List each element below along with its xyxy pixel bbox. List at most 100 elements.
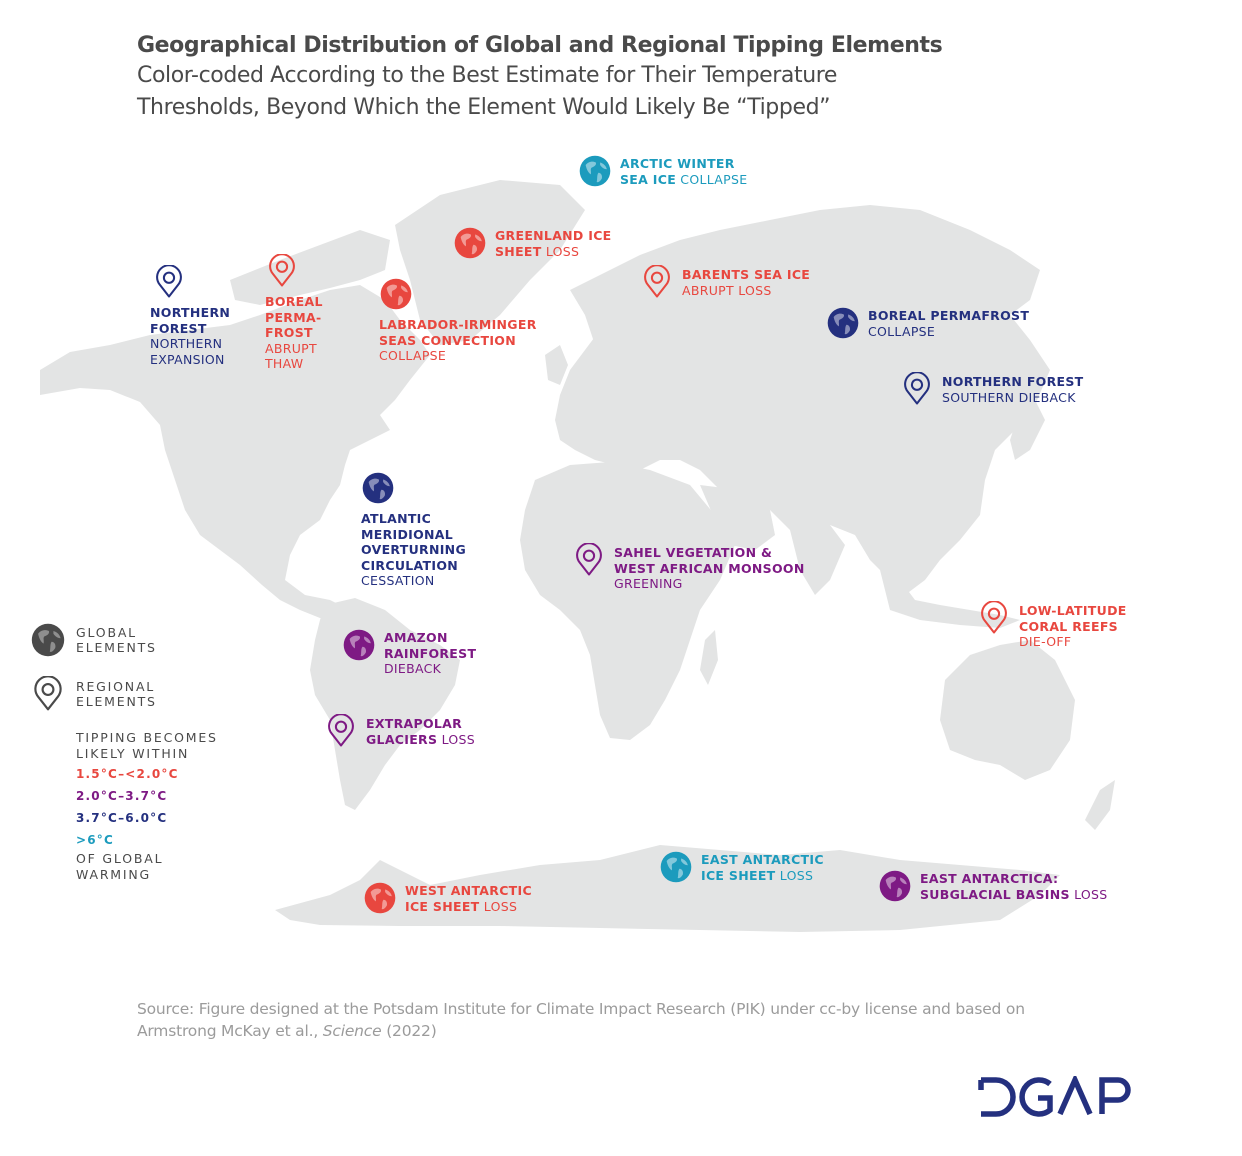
marker-label-line: BARENTS SEA ICE [682, 267, 810, 283]
element-name: FROST [265, 325, 313, 340]
marker-label-line: SHEET LOSS [495, 244, 612, 260]
page-title: Geographical Distribution of Global and … [137, 33, 943, 58]
globe-icon [342, 628, 376, 662]
page-subtitle-line-1: Color-coded According to the Best Estima… [137, 63, 838, 88]
dgap-logo [978, 1073, 1132, 1122]
element-name: EAST ANTARCTICA: [920, 871, 1059, 886]
legend-global: GLOBAL ELEMENTS [30, 622, 250, 658]
element-name: BARENTS SEA ICE [682, 267, 811, 282]
element-name: NORTHERN [150, 305, 231, 320]
element-effect: LOSS [437, 731, 475, 747]
element-name: SHEET [495, 243, 542, 259]
marker-coral-reefs: LOW-LATITUDE CORAL REEFS DIE-OFF [977, 601, 1127, 650]
marker-west-antarctic-ice-sheet: WEST ANTARCTIC ICE SHEET LOSS [363, 881, 532, 915]
marker-label-line: CORAL REEFS [1019, 619, 1127, 635]
element-name: AMAZON [384, 630, 448, 645]
legend-thresholds: TIPPING BECOMES LIKELY WITHIN 1.5°C–<2.0… [76, 730, 250, 882]
map-pin-icon [324, 714, 358, 748]
marker-boreal-permafrost-abrupt: BOREAL PERMA- FROST ABRUPT THAW [265, 254, 323, 372]
marker-label-line: MERIDIONAL [361, 527, 466, 543]
element-effect: ABRUPT LOSS [682, 282, 772, 298]
marker-label: ATLANTIC MERIDIONAL OVERTURNING CIRCULATION… [361, 511, 466, 589]
source-year: (2022) [381, 1022, 437, 1040]
map-pin-icon [640, 265, 674, 299]
marker-label: BARENTS SEA ICE ABRUPT LOSS [682, 267, 810, 298]
marker-label: EAST ANTARCTICA: SUBGLACIAL BASINS LOSS [920, 871, 1108, 902]
marker-label-line: SUBGLACIAL BASINS LOSS [920, 887, 1108, 903]
element-effect: SOUTHERN DIEBACK [942, 389, 1076, 405]
marker-label: NORTHERN FOREST SOUTHERN DIEBACK [942, 374, 1083, 405]
element-name: FOREST [150, 320, 207, 336]
globe-icon [379, 277, 413, 311]
marker-label-line: ICE SHEET LOSS [701, 868, 824, 884]
element-effect: COLLAPSE [868, 323, 936, 339]
legend-range-4: >6°C [76, 833, 115, 847]
legend-regional: REGIONAL ELEMENTS [30, 676, 250, 712]
legend-global-line-2: ELEMENTS [76, 640, 157, 655]
element-name: OVERTURNING [361, 542, 467, 557]
marker-label-line: LABRADOR-IRMINGER [379, 317, 537, 333]
map-pin-icon [265, 254, 299, 288]
globe-icon [453, 226, 487, 260]
marker-label-line: PERMA- [265, 310, 323, 326]
element-effect: EXPANSION [150, 351, 225, 367]
element-name: ARCTIC WINTER [620, 156, 735, 171]
map-pin-icon [572, 543, 606, 577]
marker-label-line: GLACIERS LOSS [366, 732, 475, 748]
marker-label-line: CIRCULATION [361, 558, 466, 574]
element-name: LABRADOR-IRMINGER [379, 317, 537, 332]
marker-label: SAHEL VEGETATION & WEST AFRICAN MONSOON GR… [614, 545, 805, 592]
marker-arctic-winter-sea-ice: ARCTIC WINTER SEA ICE COLLAPSE [578, 154, 747, 188]
legend-footer-line-1: OF GLOBAL [76, 851, 164, 866]
marker-label: EAST ANTARCTIC ICE SHEET LOSS [701, 852, 824, 883]
source-line-1: Source: Figure designed at the Potsdam I… [137, 1000, 1025, 1018]
element-name: SUBGLACIAL BASINS [920, 886, 1070, 902]
element-name: NORTHERN FOREST [942, 374, 1084, 389]
land-southeast-asia [880, 570, 1020, 628]
element-name: CIRCULATION [361, 557, 459, 573]
marker-labrador-irminger: LABRADOR-IRMINGER SEAS CONVECTION COLLAPSE [379, 277, 537, 364]
element-effect: DIEBACK [384, 661, 442, 676]
source-authors: Armstrong McKay et al., [137, 1022, 323, 1040]
marker-label-line: EAST ANTARCTICA: [920, 871, 1108, 887]
globe-icon [578, 154, 612, 188]
marker-label-line: ARCTIC WINTER [620, 156, 747, 172]
element-name: CORAL REEFS [1019, 618, 1118, 634]
element-name: SEA ICE [620, 171, 677, 187]
element-name: PERMA- [265, 309, 322, 325]
marker-label-line: NORTHERN [150, 305, 230, 321]
legend-range-1: 1.5°C–<2.0°C [76, 767, 179, 781]
source-line-2: Armstrong McKay et al., Science (2022) [137, 1020, 1177, 1042]
marker-label-line: BOREAL [265, 294, 323, 310]
element-name: ATLANTIC [361, 511, 432, 526]
element-effect: LOSS [1069, 886, 1108, 902]
globe-icon [361, 471, 395, 505]
marker-label: WEST ANTARCTIC ICE SHEET LOSS [405, 883, 532, 914]
legend: GLOBAL ELEMENTS REGIONAL ELEMENTS TIPPIN… [30, 622, 250, 882]
element-name: EXTRAPOLAR [366, 716, 463, 731]
marker-label: ARCTIC WINTER SEA ICE COLLAPSE [620, 156, 747, 187]
marker-label-line: GREENLAND ICE [495, 228, 612, 244]
marker-label-line: LOW-LATITUDE [1019, 603, 1127, 619]
element-name: EAST ANTARCTIC [701, 852, 824, 867]
marker-label-line: FOREST [150, 321, 230, 337]
map-pin-icon [30, 676, 66, 712]
dgap-logo-mark [978, 1073, 1131, 1117]
marker-extrapolar-glaciers: EXTRAPOLAR GLACIERS LOSS [324, 714, 475, 748]
element-name: MERIDIONAL [361, 526, 454, 542]
source-journal: Science [322, 1022, 382, 1040]
element-effect: NORTHERN [150, 336, 223, 351]
header: Geographical Distribution of Global and … [137, 32, 1097, 124]
element-effect: LOSS [775, 867, 814, 883]
land-greenland [395, 180, 585, 345]
marker-label-line: ATLANTIC [361, 511, 466, 527]
element-name: LOW-LATITUDE [1019, 603, 1127, 618]
marker-label: NORTHERN FOREST NORTHERN EXPANSION [150, 305, 230, 367]
legend-header-line-2: LIKELY WITHIN [76, 745, 190, 761]
element-name: RAINFOREST [384, 645, 477, 661]
globe-icon [363, 881, 397, 915]
marker-label: AMAZON RAINFOREST DIEBACK [384, 630, 476, 677]
element-name: ICE SHEET [701, 867, 776, 883]
marker-label: EXTRAPOLAR GLACIERS LOSS [366, 716, 475, 747]
globe-icon [659, 850, 693, 884]
